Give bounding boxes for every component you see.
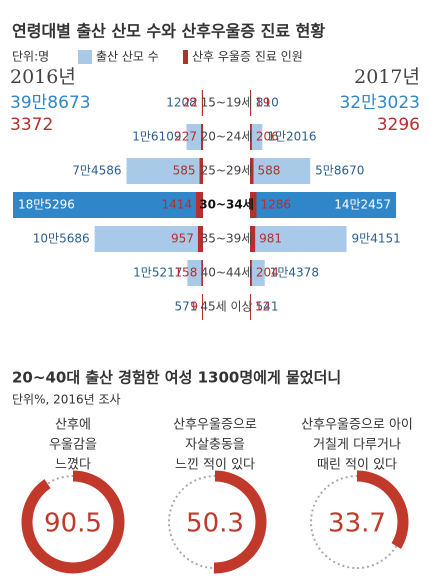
birth-label: 9만4151 bbox=[352, 232, 401, 246]
birth-bar bbox=[250, 226, 347, 252]
birth-label: 1만2016 bbox=[267, 130, 316, 144]
donut-arc bbox=[21, 470, 125, 574]
birth-label: 1만4378 bbox=[270, 266, 319, 280]
depression-label: 1414 bbox=[161, 198, 192, 212]
birth-bar bbox=[186, 124, 203, 150]
depression-bar bbox=[201, 260, 203, 286]
donut-arc bbox=[305, 470, 409, 574]
category-label: 15~19세 bbox=[201, 96, 253, 110]
depression-bar bbox=[201, 124, 203, 150]
donut-value: 90.5 bbox=[44, 509, 102, 539]
birth-bar bbox=[250, 192, 397, 218]
depression-bar bbox=[199, 158, 203, 184]
depression-label: 204 bbox=[256, 266, 279, 280]
birth-label: 18만5296 bbox=[18, 198, 75, 212]
chart-title: 20~40대 출산 경험한 여성 1300명에게 물었더니 bbox=[12, 369, 341, 387]
question-line: 산후우울증으로 아이 bbox=[301, 418, 413, 433]
depression-label: 957 bbox=[171, 232, 194, 246]
depression-bar bbox=[201, 294, 203, 320]
legend-swatch bbox=[183, 50, 188, 64]
birth-bar bbox=[94, 226, 203, 252]
total-births: 32만3023 bbox=[339, 93, 420, 113]
subtitle: 단위%, 2016년 조사 bbox=[12, 393, 121, 407]
depression-label: 22 bbox=[183, 96, 198, 110]
depression-bar bbox=[196, 192, 203, 218]
birth-label: 5만8670 bbox=[315, 164, 364, 178]
birth-bar bbox=[187, 260, 203, 286]
depression-bar bbox=[250, 294, 252, 320]
depression-bar bbox=[250, 226, 256, 252]
chart-title: 연령대별 출산 산모 수와 산후우울증 진료 현황 bbox=[12, 22, 325, 41]
birth-label: 10만5686 bbox=[33, 232, 90, 246]
category-label: 30~34세 bbox=[199, 197, 254, 212]
depression-bar bbox=[201, 90, 203, 116]
legend-label: 출산 산모 수 bbox=[96, 50, 159, 64]
birth-label: 7만4586 bbox=[72, 164, 121, 178]
birth-label: 1208 bbox=[166, 96, 197, 110]
question-line: 거칠게 다루거나 bbox=[313, 438, 401, 453]
birth-label: 1만6109 bbox=[132, 130, 181, 144]
unit: 단위:명 bbox=[12, 50, 49, 64]
total-births: 39만8673 bbox=[10, 93, 91, 113]
birth-bar bbox=[250, 124, 263, 150]
question-line: 느낀 적이 있다 bbox=[175, 458, 255, 473]
category-label: 20~24세 bbox=[201, 130, 253, 144]
depression-label: 588 bbox=[257, 164, 280, 178]
depression-label: 19 bbox=[255, 96, 270, 110]
birth-bar bbox=[13, 192, 203, 218]
year: 2017년 bbox=[354, 66, 420, 88]
birth-bar bbox=[250, 158, 311, 184]
question-line: 산후에 bbox=[55, 418, 91, 433]
category-label: 35~39세 bbox=[201, 232, 253, 246]
depression-bar bbox=[250, 158, 254, 184]
birth-label: 1만5217 bbox=[133, 266, 182, 280]
legend-swatch bbox=[78, 50, 92, 64]
donut-arc bbox=[163, 470, 267, 574]
depression-bar bbox=[197, 226, 203, 252]
depression-bar bbox=[250, 124, 252, 150]
donut-value: 33.7 bbox=[328, 509, 386, 539]
highlight-box bbox=[204, 192, 249, 218]
birth-label: 571 bbox=[175, 300, 198, 314]
birth-bar bbox=[126, 158, 203, 184]
question-line: 때린 적이 있다 bbox=[317, 458, 397, 473]
birth-label: 14만2457 bbox=[334, 198, 391, 212]
question-line: 느꼈다 bbox=[55, 458, 91, 473]
total-depression: 3372 bbox=[10, 115, 53, 135]
year: 2016년 bbox=[10, 66, 76, 88]
donut-value: 50.3 bbox=[186, 509, 244, 539]
depression-label: 981 bbox=[259, 232, 282, 246]
depression-label: 9 bbox=[190, 300, 198, 314]
total-depression: 3296 bbox=[377, 115, 420, 135]
depression-label: 12 bbox=[255, 300, 270, 314]
question-line: 산후우울증으로 bbox=[173, 418, 257, 433]
question-line: 우울감을 bbox=[49, 438, 97, 453]
birth-label: 541 bbox=[256, 300, 279, 314]
category-label: 40~44세 bbox=[201, 266, 253, 280]
question-line: 자살충동을 bbox=[185, 438, 245, 453]
depression-label: 227 bbox=[174, 130, 197, 144]
depression-label: 585 bbox=[173, 164, 196, 178]
category-label: 45세 이상 bbox=[200, 300, 252, 314]
category-label: 25~29세 bbox=[201, 164, 253, 178]
depression-label: 158 bbox=[174, 266, 197, 280]
depression-bar bbox=[250, 260, 252, 286]
depression-label: 206 bbox=[256, 130, 279, 144]
legend-label: 산후 우울증 진료 인원 bbox=[192, 50, 303, 64]
depression-bar bbox=[250, 192, 257, 218]
depression-bar bbox=[250, 90, 252, 116]
birth-label: 810 bbox=[256, 96, 279, 110]
birth-bar bbox=[250, 260, 265, 286]
depression-label: 1286 bbox=[260, 198, 291, 212]
